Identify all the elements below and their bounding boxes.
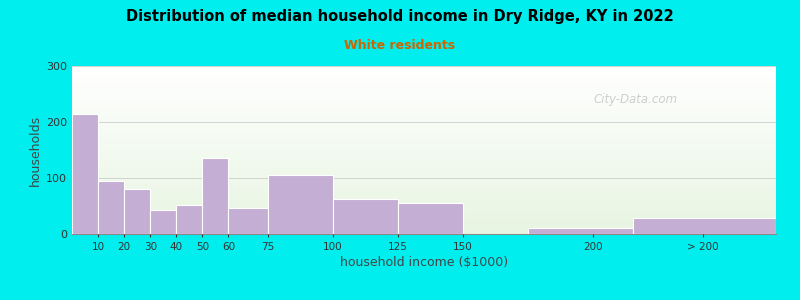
Text: City-Data.com: City-Data.com [593, 93, 678, 106]
Bar [72, 114, 98, 234]
Bar [124, 189, 150, 234]
Text: Distribution of median household income in Dry Ridge, KY in 2022: Distribution of median household income … [126, 9, 674, 24]
Text: White residents: White residents [345, 39, 455, 52]
Bar [150, 211, 176, 234]
Bar [98, 181, 124, 234]
Bar [229, 208, 267, 234]
Y-axis label: households: households [29, 114, 42, 186]
Bar [333, 199, 398, 234]
Bar [528, 228, 633, 234]
Bar [633, 218, 776, 234]
Bar [176, 205, 202, 234]
X-axis label: household income ($1000): household income ($1000) [340, 256, 508, 269]
Bar [202, 158, 229, 234]
Bar [398, 203, 463, 234]
Bar [267, 175, 333, 234]
